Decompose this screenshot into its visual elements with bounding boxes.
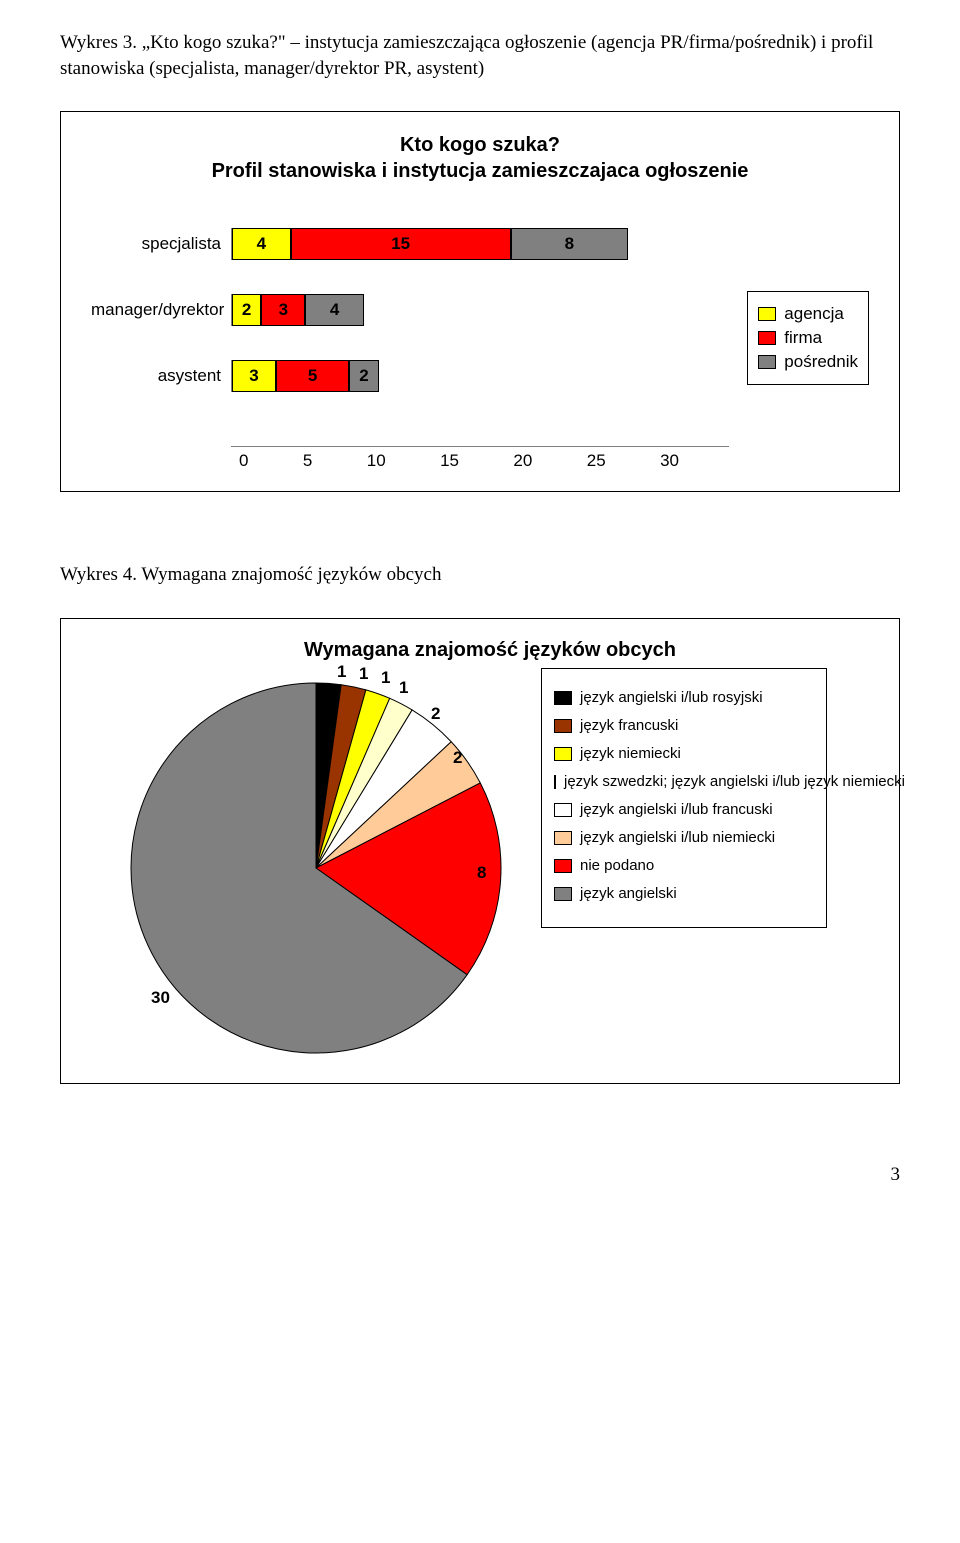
bar-chart-box: Kto kogo szuka? Profil stanowiska i inst… — [60, 111, 900, 492]
pie-data-label: 8 — [477, 863, 486, 883]
legend-swatch — [758, 355, 776, 369]
bar-x-tick: 0 — [239, 451, 248, 471]
bar-chart-title-line1: Kto kogo szuka? — [91, 132, 869, 158]
pie-legend-row: język angielski i/lub francuski — [554, 801, 814, 819]
bar-x-tick: 25 — [587, 451, 606, 471]
bar-segment: 8 — [511, 228, 628, 260]
bar-segment: 5 — [276, 360, 349, 392]
bar-plot-column: specjalista4158manager/dyrektor234asyste… — [91, 204, 729, 471]
pie-legend: język angielski i/lub rosyjski język fran… — [541, 668, 827, 928]
bar-track: 234 — [231, 294, 672, 326]
legend-label: pośrednik — [784, 352, 858, 372]
bar-x-tick: 10 — [367, 451, 386, 471]
bar-segment: 3 — [261, 294, 305, 326]
bar-segment: 3 — [232, 360, 276, 392]
legend-label: agencja — [784, 304, 844, 324]
bar-track: 4158 — [231, 228, 672, 260]
pie-data-label: 1 — [359, 664, 368, 684]
pie-svg — [121, 668, 511, 1058]
legend-label: język angielski i/lub francuski — [580, 801, 773, 819]
legend-label: firma — [784, 328, 822, 348]
bar-x-tick: 30 — [660, 451, 679, 471]
bar-legend-row: agencja — [758, 304, 858, 324]
bar-segment: 4 — [305, 294, 364, 326]
bar-segment: 4 — [232, 228, 291, 260]
pie-data-label: 1 — [381, 668, 390, 688]
bar-segment: 15 — [291, 228, 511, 260]
bar-x-axis: 0 5 10 15 20 25 30 — [231, 447, 687, 471]
legend-swatch — [758, 331, 776, 345]
legend-label: nie podano — [580, 857, 654, 875]
bar-track: 352 — [231, 360, 672, 392]
bar-chart-title-line2: Profil stanowiska i instytucja zamieszcz… — [91, 158, 869, 184]
bar-category-label: manager/dyrektor — [91, 300, 231, 320]
legend-swatch — [758, 307, 776, 321]
legend-swatch — [554, 803, 572, 817]
legend-swatch — [554, 887, 572, 901]
pie-legend-row: język francuski — [554, 717, 814, 735]
pie-legend-row: nie podano — [554, 857, 814, 875]
pie-chart-title: Wymagana znajomość języków obcych — [101, 639, 879, 662]
pie-legend-row: język niemiecki — [554, 745, 814, 763]
bar-segment: 2 — [349, 360, 378, 392]
legend-swatch — [554, 691, 572, 705]
legend-swatch — [554, 859, 572, 873]
bar-chart-area: specjalista4158manager/dyrektor234asyste… — [91, 204, 869, 471]
pie-data-label: 2 — [431, 704, 440, 724]
pie-chart-box: Wymagana znajomość języków obcych 111122… — [60, 618, 900, 1084]
bar-legend: agencja firma pośrednik — [747, 291, 869, 385]
bar-x-tick: 15 — [440, 451, 459, 471]
legend-swatch — [554, 831, 572, 845]
bar-legend-row: firma — [758, 328, 858, 348]
legend-swatch — [554, 747, 572, 761]
pie-legend-row: język szwedzki; język angielski i/lub ję… — [554, 773, 814, 791]
legend-swatch — [554, 719, 572, 733]
legend-label: język angielski i/lub rosyjski — [580, 689, 763, 707]
pie-column: 111122830 — [121, 668, 511, 1063]
bar-segment: 2 — [232, 294, 261, 326]
legend-swatch — [554, 775, 556, 789]
legend-label: język angielski — [580, 885, 677, 903]
pie-data-label: 30 — [151, 988, 170, 1008]
pie-legend-row: język angielski — [554, 885, 814, 903]
bar-chart-title: Kto kogo szuka? Profil stanowiska i inst… — [91, 132, 869, 184]
bar-x-tick: 20 — [513, 451, 532, 471]
pie-row: 111122830 język angielski i/lub rosyjski… — [101, 668, 879, 1063]
bar-category-label: specjalista — [91, 234, 231, 254]
caption-chart-4: Wykres 4. Wymagana znajomość języków obc… — [60, 562, 900, 588]
legend-label: język angielski i/lub niemiecki — [580, 829, 775, 847]
bar-x-tick: 5 — [303, 451, 312, 471]
bar-legend-row: pośrednik — [758, 352, 858, 372]
bar-rows: specjalista4158manager/dyrektor234asyste… — [91, 228, 729, 392]
pie-data-label: 1 — [337, 662, 346, 682]
legend-label: język szwedzki; język angielski i/lub ję… — [564, 773, 905, 791]
bar-plot-bottom-frame — [231, 426, 729, 447]
page-number: 3 — [60, 1164, 900, 1186]
pie-legend-row: język angielski i/lub niemiecki — [554, 829, 814, 847]
pie-data-label: 1 — [399, 678, 408, 698]
legend-label: język niemiecki — [580, 745, 681, 763]
caption-chart-3: Wykres 3. „Kto kogo szuka?" – instytucja… — [60, 30, 900, 81]
pie-legend-row: język angielski i/lub rosyjski — [554, 689, 814, 707]
bar-category-label: asystent — [91, 366, 231, 386]
legend-label: język francuski — [580, 717, 678, 735]
pie-data-label: 2 — [453, 748, 462, 768]
